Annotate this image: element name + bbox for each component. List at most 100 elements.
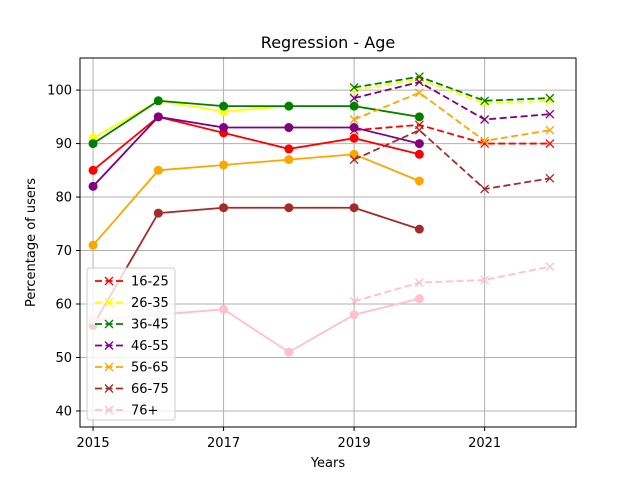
observed-point [88, 240, 98, 250]
observed-point [349, 203, 359, 213]
regression-point [414, 278, 424, 288]
regression-point [349, 296, 359, 306]
observed-point [219, 304, 229, 314]
observed-point [153, 112, 163, 122]
series-layer [88, 72, 555, 357]
observed-point [219, 123, 229, 133]
regression-point [480, 275, 490, 285]
legend-marker [104, 298, 114, 307]
chart-title: Regression - Age [261, 33, 395, 52]
legend-label: 56-65 [131, 361, 169, 376]
y-tick-label: 50 [55, 351, 72, 366]
y-tick-label: 100 [47, 84, 72, 99]
observed-point [414, 176, 424, 186]
observed-point [349, 310, 359, 320]
observed-point [284, 101, 294, 111]
legend-label: 26-35 [131, 296, 169, 311]
observed-point [414, 139, 424, 149]
legend-item-26-35: 26-35 [95, 296, 169, 311]
y-tick-label: 60 [55, 298, 72, 313]
observed-point [88, 165, 98, 175]
legend-item-36-45: 36-45 [95, 318, 169, 333]
axes: 2015 2017 2019 2021 40 50 60 70 80 90 100 [47, 84, 501, 451]
observed-point [219, 160, 229, 170]
x-tick-label: 2017 [207, 436, 240, 451]
regression-line [353, 91, 551, 142]
y-tick-label: 70 [55, 244, 72, 259]
observed-point [219, 101, 229, 111]
plot-frame [79, 57, 577, 428]
observed-point [349, 101, 359, 111]
y-axis-label: Percentage of users [24, 178, 39, 307]
observed-point [414, 149, 424, 159]
legend-item-76plus: 76+ [95, 404, 158, 419]
observed-line [92, 206, 420, 326]
observed-point [349, 123, 359, 133]
regression-point [545, 109, 555, 119]
observed-point [349, 133, 359, 143]
regression-point [545, 93, 555, 103]
observed-line [92, 115, 420, 171]
regression-point [480, 136, 490, 146]
legend-label: 16-25 [131, 275, 169, 290]
regression-point [480, 139, 490, 149]
regression-point [414, 77, 424, 87]
regression-point [545, 262, 555, 272]
legend-label: 76+ [131, 404, 158, 419]
regression-point [480, 115, 490, 124]
observed-point [414, 224, 424, 234]
legend-label: 46-55 [131, 339, 169, 354]
regression-point [349, 93, 359, 103]
regression-line [353, 129, 551, 190]
regression-point [480, 96, 490, 106]
legend-label: 66-75 [131, 382, 169, 397]
observed-point [284, 203, 294, 213]
observed-point [284, 123, 294, 133]
legend-box [86, 267, 176, 421]
legend-marker [104, 384, 114, 393]
regression-point [545, 173, 555, 183]
legend-item-46-55: 46-55 [95, 339, 169, 354]
series-56-65 [88, 88, 555, 250]
series-46-55 [88, 77, 555, 191]
x-tick-label: 2015 [77, 436, 110, 451]
regression-line [353, 75, 550, 102]
regression-point [414, 125, 424, 135]
y-tick-label: 90 [55, 137, 72, 152]
observed-point [414, 294, 424, 304]
legend-marker [104, 341, 114, 350]
observed-point [88, 139, 98, 149]
regression-line [354, 123, 550, 145]
observed-point [284, 347, 294, 357]
regression-point [545, 125, 555, 135]
legend-marker [104, 319, 114, 329]
legend-item-66-75: 66-75 [95, 382, 169, 397]
regression-point [349, 82, 359, 92]
series-66-75 [88, 125, 555, 330]
y-tick-label: 40 [55, 404, 72, 419]
regression-point [349, 155, 359, 165]
regression-line [353, 265, 551, 303]
y-tick-label: 80 [55, 191, 72, 206]
x-tick-label: 2019 [338, 436, 371, 451]
regression-point [545, 139, 555, 149]
series-36-45 [88, 72, 555, 149]
observed-line [92, 153, 420, 246]
observed-point [219, 203, 229, 213]
regression-point [480, 184, 490, 194]
observed-point [284, 155, 294, 165]
observed-point [153, 208, 163, 218]
legend-marker [104, 362, 114, 372]
legend-marker [104, 276, 114, 286]
observed-point [153, 165, 163, 175]
legend: 16-25 26-35 36-45 46-55 56-65 66-75 76+ [86, 267, 176, 421]
legend-item-56-65: 56-65 [95, 361, 169, 376]
x-axis-label: Years [310, 456, 346, 471]
x-tick-label: 2021 [468, 436, 501, 451]
observed-point [414, 112, 424, 122]
observed-point [153, 96, 163, 106]
legend-marker [104, 405, 114, 415]
legend-item-16-25: 16-25 [95, 275, 169, 290]
regression-point [545, 96, 555, 106]
